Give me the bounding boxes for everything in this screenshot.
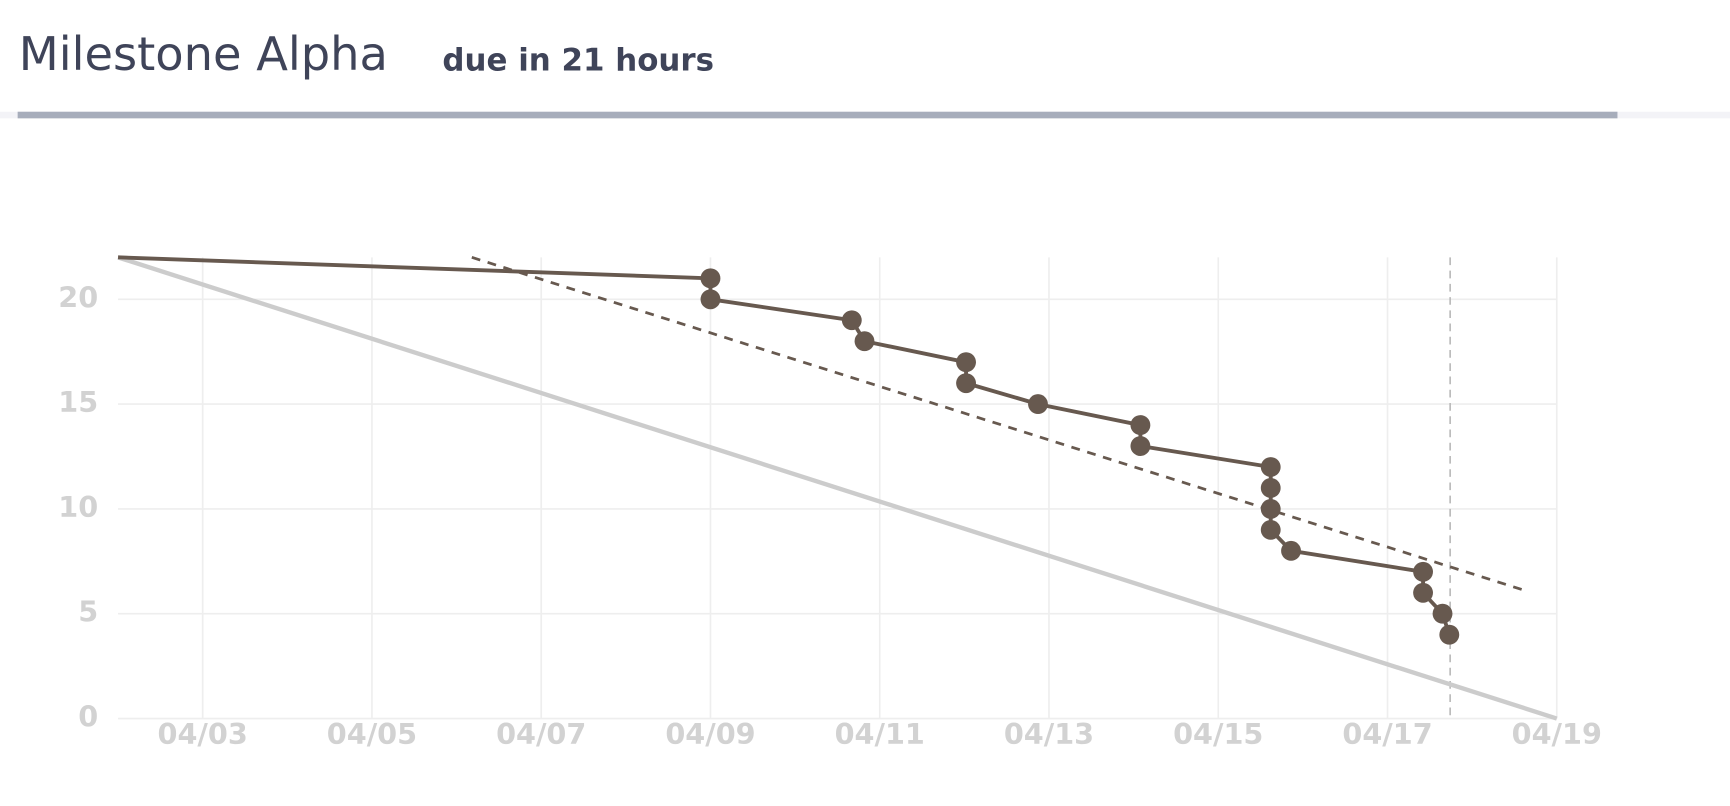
x-tick-label: 04/07 bbox=[496, 717, 586, 751]
data-point bbox=[1432, 603, 1453, 624]
x-tick-label: 04/05 bbox=[327, 717, 417, 751]
data-point bbox=[1260, 498, 1281, 519]
data-point bbox=[1260, 478, 1281, 498]
data-point bbox=[1130, 436, 1151, 456]
y-tick-label: 20 bbox=[58, 280, 98, 314]
x-tick-label: 04/03 bbox=[158, 717, 248, 751]
data-point bbox=[700, 268, 721, 289]
milestone-due: due in 21 hours bbox=[442, 43, 714, 79]
trend-line bbox=[471, 256, 1526, 592]
x-tick-label: 04/11 bbox=[835, 717, 925, 751]
progress-fill bbox=[17, 111, 1618, 119]
data-point bbox=[1413, 561, 1433, 582]
actual-line bbox=[117, 255, 1452, 636]
data-point bbox=[1260, 519, 1281, 540]
y-tick-label: 5 bbox=[78, 595, 98, 629]
x-tick-label: 04/19 bbox=[1512, 717, 1602, 751]
data-point bbox=[1260, 457, 1281, 477]
x-tick-label: 04/09 bbox=[665, 717, 755, 751]
y-tick-label: 10 bbox=[58, 490, 98, 524]
milestone-title: Milestone Alpha bbox=[19, 27, 388, 81]
data-point bbox=[1413, 582, 1433, 603]
data-point bbox=[841, 310, 862, 331]
data-point bbox=[700, 289, 721, 310]
y-tick-label: 0 bbox=[78, 700, 98, 734]
data-point bbox=[1281, 540, 1301, 561]
data-point bbox=[854, 331, 875, 352]
data-point bbox=[1439, 624, 1460, 645]
data-point bbox=[956, 352, 976, 373]
data-point bbox=[1028, 394, 1048, 415]
x-tick-label: 04/15 bbox=[1173, 717, 1263, 751]
y-tick-label: 15 bbox=[58, 385, 98, 419]
ideal-line bbox=[117, 255, 1558, 721]
x-tick-label: 04/13 bbox=[1004, 717, 1094, 751]
data-point bbox=[956, 373, 976, 394]
data-point bbox=[1130, 415, 1151, 435]
x-tick-label: 04/17 bbox=[1342, 717, 1432, 751]
